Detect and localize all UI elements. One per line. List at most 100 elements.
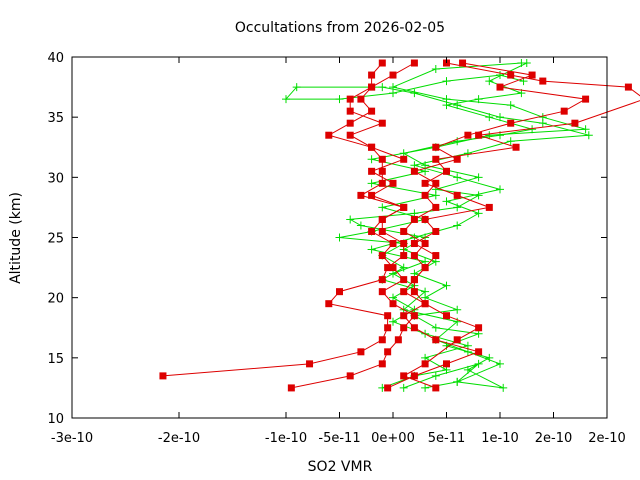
data-point <box>346 107 354 115</box>
x-tick-label: 0e+00 <box>371 431 415 446</box>
data-point <box>453 203 462 212</box>
data-point <box>384 264 392 272</box>
data-point <box>581 125 590 134</box>
data-point <box>389 83 397 92</box>
y-tick-label: 20 <box>47 292 64 307</box>
data-point <box>287 384 295 392</box>
data-point <box>389 71 397 79</box>
data-point <box>475 348 483 356</box>
data-point <box>453 137 462 146</box>
data-point <box>443 360 450 368</box>
data-point <box>421 360 429 368</box>
data-point <box>399 263 408 272</box>
data-point <box>389 179 397 187</box>
data-point <box>453 101 462 110</box>
data-point <box>443 167 450 175</box>
y-tick-label: 40 <box>47 51 64 66</box>
data-point <box>464 131 472 139</box>
data-point <box>378 336 386 344</box>
data-point <box>384 384 392 392</box>
data-point <box>306 360 314 368</box>
data-point <box>389 264 397 272</box>
data-point <box>389 300 397 308</box>
data-point <box>346 95 354 103</box>
data-point <box>485 77 494 86</box>
data-point <box>357 95 365 103</box>
data-point <box>410 324 418 332</box>
data-point <box>368 167 376 175</box>
data-point <box>431 323 440 332</box>
data-point <box>410 167 418 175</box>
data-point <box>400 372 408 380</box>
y-tick-label: 35 <box>47 111 64 126</box>
x-tick-label: 2e-10 <box>535 431 573 446</box>
data-point <box>507 119 515 127</box>
data-point <box>485 203 493 211</box>
data-point <box>453 191 461 199</box>
y-axis: 10 15 20 25 30 35 40 <box>47 51 607 427</box>
data-point <box>368 227 376 235</box>
data-point <box>421 264 429 272</box>
data-point <box>378 167 386 175</box>
data-point <box>512 143 520 151</box>
data-point <box>453 221 462 230</box>
data-point <box>410 89 419 98</box>
data-point <box>367 245 376 254</box>
data-point <box>378 215 386 223</box>
data-point <box>474 191 483 200</box>
data-point <box>453 155 461 163</box>
data-point <box>400 324 408 332</box>
x-tick-label: 5e-11 <box>428 431 466 446</box>
x-tick-label: -3e-10 <box>51 431 93 446</box>
data-point <box>496 185 504 194</box>
data-point <box>443 312 450 320</box>
data-point <box>378 179 386 187</box>
data-point <box>474 359 483 368</box>
data-point <box>159 372 167 380</box>
data-point <box>410 276 418 284</box>
data-point <box>410 312 418 320</box>
data-point <box>400 227 408 235</box>
data-point <box>442 95 451 104</box>
data-point <box>400 288 408 296</box>
data-point <box>453 317 462 326</box>
data-point <box>400 252 408 260</box>
series-line <box>348 62 533 389</box>
x-tick-label: -2e-10 <box>158 431 200 446</box>
y-axis-label: Altitude (km) <box>8 192 24 284</box>
data-point <box>431 371 440 380</box>
data-point <box>356 221 365 230</box>
data-point <box>474 209 483 218</box>
data-point <box>485 131 494 140</box>
x-axis-label: SO2 VMR <box>308 459 373 475</box>
data-point <box>368 191 376 199</box>
data-point <box>539 77 547 85</box>
data-point <box>624 83 632 91</box>
data-point <box>432 336 440 344</box>
data-point <box>432 384 440 392</box>
data-point <box>431 65 440 74</box>
data-point <box>346 131 354 139</box>
data-point <box>421 240 429 248</box>
x-tick-label: 1e-10 <box>481 431 519 446</box>
data-point <box>421 383 430 392</box>
data-point <box>378 59 386 67</box>
y-tick-label: 30 <box>47 171 64 186</box>
data-point <box>421 287 430 296</box>
data-point <box>378 227 386 235</box>
series-line <box>291 62 416 389</box>
data-point <box>432 143 440 151</box>
data-point <box>282 95 290 104</box>
data-point <box>400 155 408 163</box>
data-point <box>432 227 440 235</box>
data-point <box>399 383 408 392</box>
data-point <box>463 365 472 374</box>
data-point <box>499 383 508 392</box>
data-point <box>496 71 504 80</box>
data-point <box>582 95 590 103</box>
data-point <box>474 95 483 104</box>
y-tick-label: 10 <box>47 412 64 427</box>
data-point <box>410 240 418 248</box>
